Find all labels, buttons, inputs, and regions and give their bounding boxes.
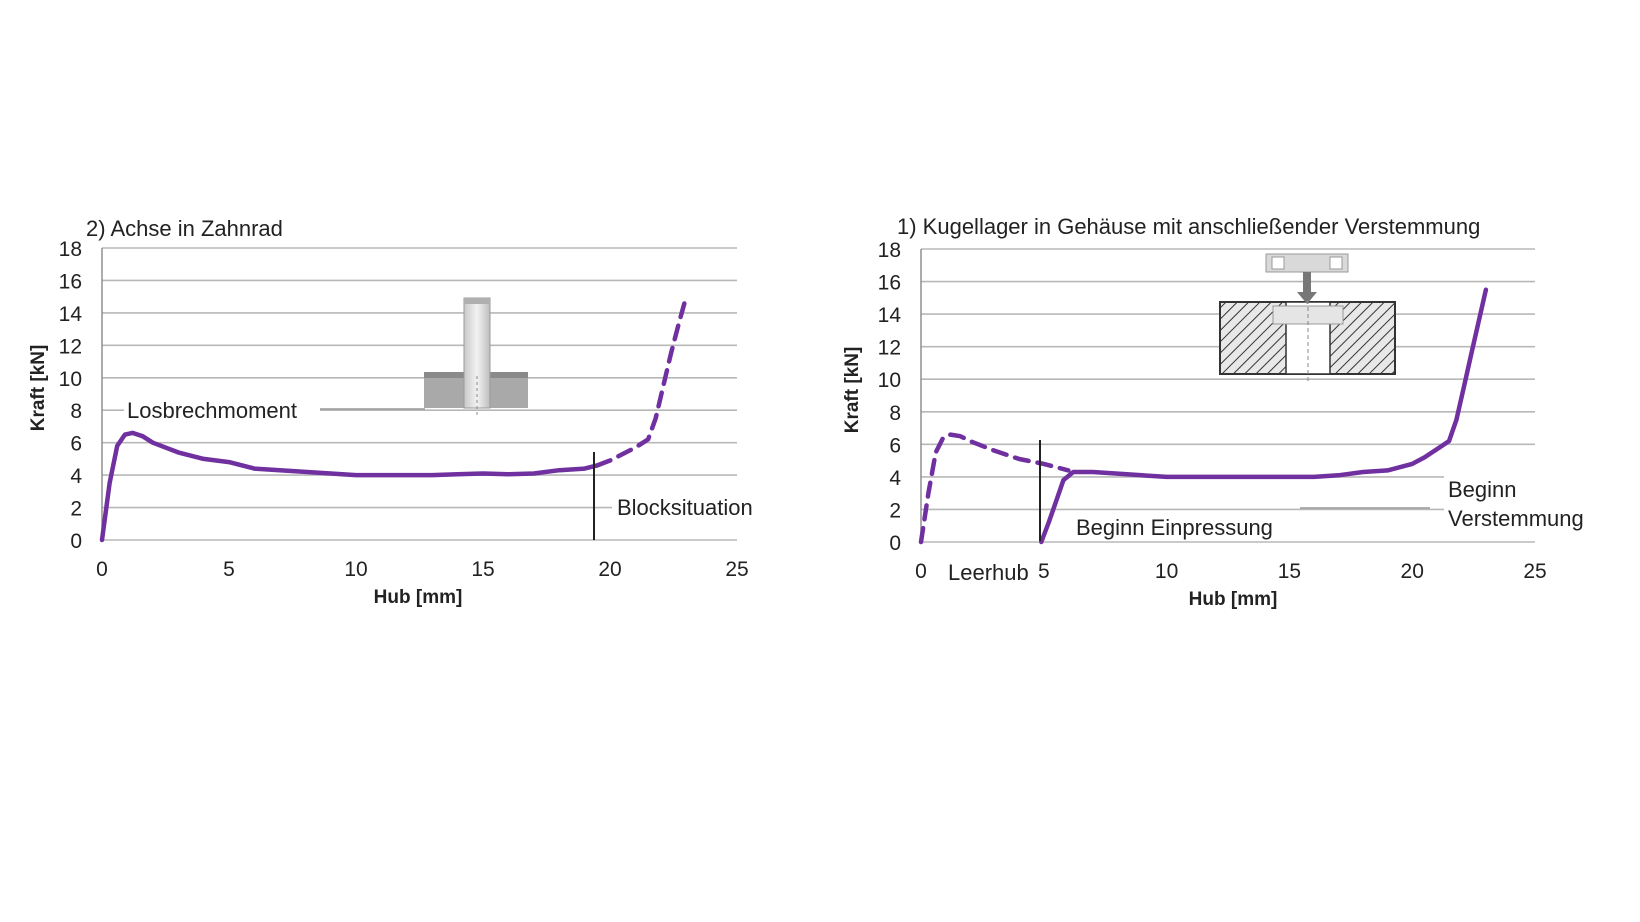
y-tick-labels: 0 2 4 6 8 10 12 14 16 18: [59, 238, 83, 553]
x-tick-label: 5: [1038, 560, 1050, 583]
bearing-ball-right: [1329, 256, 1343, 270]
x-axis-label: Hub [mm]: [374, 587, 463, 608]
x-tick-label: 15: [471, 558, 494, 581]
bearing-in-housing-illustration: [1219, 253, 1396, 382]
y-tick-label: 14: [59, 303, 83, 326]
pin-in-gear-illustration: [424, 297, 528, 418]
y-tick-label: 12: [878, 337, 901, 360]
y-tick-label: 8: [889, 402, 901, 425]
y-tick-label: 10: [59, 368, 82, 391]
y-tick-label: 8: [70, 400, 82, 423]
series-line-solid: [1039, 287, 1489, 545]
x-tick-label: 25: [725, 558, 748, 581]
x-axis-label: Hub [mm]: [1189, 589, 1278, 610]
x-tick-label: 0: [96, 558, 108, 581]
annotation-blocksituation: Blocksituation: [617, 495, 753, 520]
x-tick-labels: 0 5 10 15 20 25: [915, 560, 1547, 583]
x-tick-label: 20: [1401, 560, 1424, 583]
annotation-leerhub: Leerhub: [948, 560, 1029, 585]
y-tick-labels: 0 2 4 6 8 10 12 14 16 18: [878, 239, 902, 555]
annotation-beginn-einpressung: Beginn Einpressung: [1076, 515, 1273, 540]
chart-title: 1) Kugellager in Gehäuse mit anschließen…: [897, 214, 1480, 239]
series-lines: [99, 294, 689, 543]
y-axis-label: Kraft [kN]: [842, 347, 863, 434]
y-tick-label: 18: [878, 239, 901, 262]
y-axis-label: Kraft [kN]: [28, 345, 49, 432]
x-tick-labels: 0 5 10 15 20 25: [96, 558, 749, 581]
x-tick-label: 0: [915, 560, 927, 583]
press-arrow-head: [1297, 292, 1317, 304]
x-tick-label: 15: [1278, 560, 1301, 583]
x-tick-label: 10: [344, 558, 367, 581]
annotation-losbrechmoment: Losbrechmoment: [127, 398, 297, 423]
y-tick-label: 16: [878, 272, 901, 295]
annotation-verstemmung: Verstemmung: [1448, 506, 1584, 531]
caulk-label-bg: [1444, 474, 1606, 534]
chart-title: 2) Achse in Zahnrad: [86, 216, 283, 241]
chart-achse-in-zahnrad: 2) Achse in Zahnrad 0 2 4 6 8 10 12 14 16 18 0 5 10…: [28, 216, 772, 608]
chart-kugellager-in-gehaeuse: 1) Kugellager in Gehäuse mit anschließen…: [842, 214, 1606, 610]
y-tick-label: 14: [878, 304, 902, 327]
gridlines: [920, 248, 1535, 543]
gridlines: [101, 247, 737, 541]
y-tick-label: 2: [889, 499, 901, 522]
bearing-ball-left: [1271, 256, 1285, 270]
y-tick-label: 2: [70, 498, 82, 521]
leerhub-label-bg: [944, 560, 1036, 586]
annotation-beginn: Beginn: [1448, 477, 1517, 502]
x-tick-label: 5: [223, 558, 235, 581]
y-tick-label: 0: [70, 530, 82, 553]
y-tick-label: 10: [878, 369, 901, 392]
losbrech-label-bg: [124, 396, 320, 422]
y-tick-label: 4: [889, 467, 901, 490]
pin-head: [464, 298, 490, 304]
pin-shaft: [463, 297, 491, 409]
y-tick-label: 6: [889, 434, 901, 457]
x-tick-label: 20: [598, 558, 621, 581]
press-label-bg: [1072, 512, 1294, 540]
x-tick-label: 10: [1155, 560, 1178, 583]
block-label-bg: [612, 492, 772, 520]
press-arrow-shaft: [1303, 272, 1311, 294]
series-line-solid: [99, 430, 600, 543]
series-line-dashed: [918, 432, 1071, 545]
y-tick-label: 12: [59, 335, 82, 358]
y-tick-label: 4: [70, 465, 82, 488]
y-tick-label: 16: [59, 270, 82, 293]
y-tick-label: 6: [70, 433, 82, 456]
y-tick-label: 18: [59, 238, 82, 261]
series-lines: [918, 287, 1489, 545]
series-line-dashed: [595, 294, 689, 468]
y-tick-label: 0: [889, 532, 901, 555]
x-tick-label: 25: [1523, 560, 1546, 583]
